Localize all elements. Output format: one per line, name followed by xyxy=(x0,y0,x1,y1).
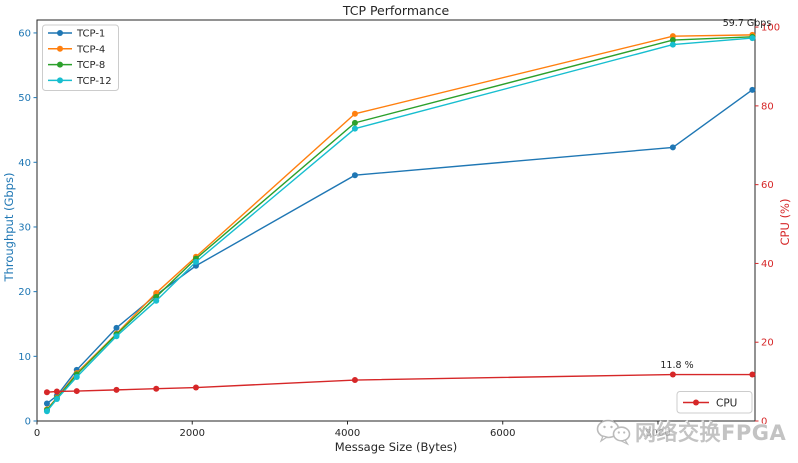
series-line-tcp-12 xyxy=(46,37,753,412)
legend-tcp: TCP-1 TCP-4 TCP-8 TCP-12 xyxy=(42,24,119,91)
axes-spines xyxy=(36,19,756,422)
data-point-tcp-1 xyxy=(351,172,358,179)
legend-label: TCP-12 xyxy=(76,76,112,87)
data-point-cpu xyxy=(113,386,120,393)
legend-item-tcp-8: TCP-8 xyxy=(48,60,105,71)
y-right-tick-label: 40 xyxy=(761,259,774,270)
data-point-tcp-12 xyxy=(73,374,80,381)
data-point-tcp-1 xyxy=(43,400,50,407)
data-point-tcp-12 xyxy=(153,297,160,304)
legend-label: CPU xyxy=(716,398,737,410)
data-point-tcp-1 xyxy=(749,86,756,93)
legend-cpu: CPU xyxy=(676,391,753,414)
series-line-tcp-8 xyxy=(46,36,753,411)
x-tick-label: 6000 xyxy=(490,428,515,439)
x-tick-label: 4000 xyxy=(335,428,360,439)
y-left-tick-label: 40 xyxy=(18,158,31,169)
data-point-tcp-4 xyxy=(351,110,358,117)
data-point-tcp-12 xyxy=(53,396,60,403)
annotation-max-cpu: 11.8 % xyxy=(660,360,693,371)
data-point-tcp-1 xyxy=(113,324,120,331)
data-point-tcp-1 xyxy=(669,144,676,151)
legend-label: TCP-1 xyxy=(76,29,105,40)
data-point-tcp-8 xyxy=(669,37,676,44)
data-point-tcp-12 xyxy=(192,258,199,265)
y-left-tick-label: 30 xyxy=(18,222,31,233)
data-point-cpu xyxy=(192,384,199,391)
series-line-cpu xyxy=(46,373,753,393)
x-tick-label: 8000 xyxy=(645,428,670,439)
x-tick-label: 2000 xyxy=(180,428,205,439)
data-point-tcp-12 xyxy=(43,408,50,415)
data-point-tcp-12 xyxy=(351,125,358,132)
data-point-cpu xyxy=(43,389,50,396)
chart-title: TCP Performance xyxy=(342,3,450,18)
legend-item-tcp-4: TCP-4 xyxy=(48,44,105,55)
y-axis-label-left: Throughput (Gbps) xyxy=(2,173,16,283)
y-left-tick-label: 20 xyxy=(18,287,31,298)
plot-area: 0 2000 4000 6000 8000 0 10 20 30 40 50 60 0 20 40 60 80 1… xyxy=(18,19,780,439)
data-point-cpu xyxy=(749,371,756,378)
legend-item-tcp-12: TCP-12 xyxy=(48,76,112,87)
y-left-tick-label: 50 xyxy=(18,93,31,104)
y-right-tick-label: 100 xyxy=(761,23,780,34)
y-right-tick-label: 20 xyxy=(761,338,774,349)
y-right-tick-label: 60 xyxy=(761,180,774,191)
legend-label: TCP-4 xyxy=(76,44,105,55)
data-point-cpu xyxy=(73,388,80,395)
data-point-tcp-12 xyxy=(113,333,120,340)
data-point-cpu xyxy=(351,377,358,384)
x-axis-label: Message Size (Bytes) xyxy=(335,440,458,454)
annotation-max-throughput: 59.7 Gbps xyxy=(723,18,772,29)
y-axis-label-right: CPU (%) xyxy=(778,199,792,246)
data-point-tcp-12 xyxy=(669,41,676,48)
series-line-tcp-1 xyxy=(46,89,753,405)
data-point-tcp-8 xyxy=(351,119,358,126)
y-left-tick-label: 10 xyxy=(18,352,31,363)
y-left-tick-label: 60 xyxy=(18,28,31,39)
legend-label: TCP-8 xyxy=(76,60,105,71)
data-point-cpu xyxy=(53,388,60,395)
y-right-tick-label: 0 xyxy=(761,417,767,428)
series-line-tcp-4 xyxy=(46,34,753,410)
data-point-cpu xyxy=(153,385,160,392)
y-right-tick-label: 80 xyxy=(761,101,774,112)
y-left-tick-label: 0 xyxy=(25,417,31,428)
x-tick-label: 0 xyxy=(34,428,40,439)
data-point-tcp-12 xyxy=(749,35,756,42)
data-point-cpu xyxy=(669,371,676,378)
legend-item-tcp-1: TCP-1 xyxy=(48,29,105,40)
